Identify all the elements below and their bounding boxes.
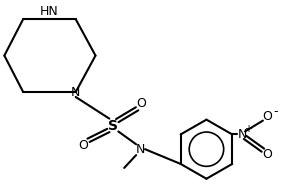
Text: N: N — [238, 128, 248, 141]
Text: +: + — [244, 125, 252, 135]
Text: S: S — [108, 119, 118, 132]
Text: O: O — [262, 110, 272, 123]
Text: N: N — [135, 143, 145, 156]
Text: O: O — [79, 139, 88, 152]
Text: O: O — [136, 97, 146, 110]
Text: N: N — [71, 86, 80, 98]
Text: HN: HN — [40, 5, 59, 18]
Text: -: - — [274, 105, 278, 118]
Text: O: O — [262, 148, 272, 161]
